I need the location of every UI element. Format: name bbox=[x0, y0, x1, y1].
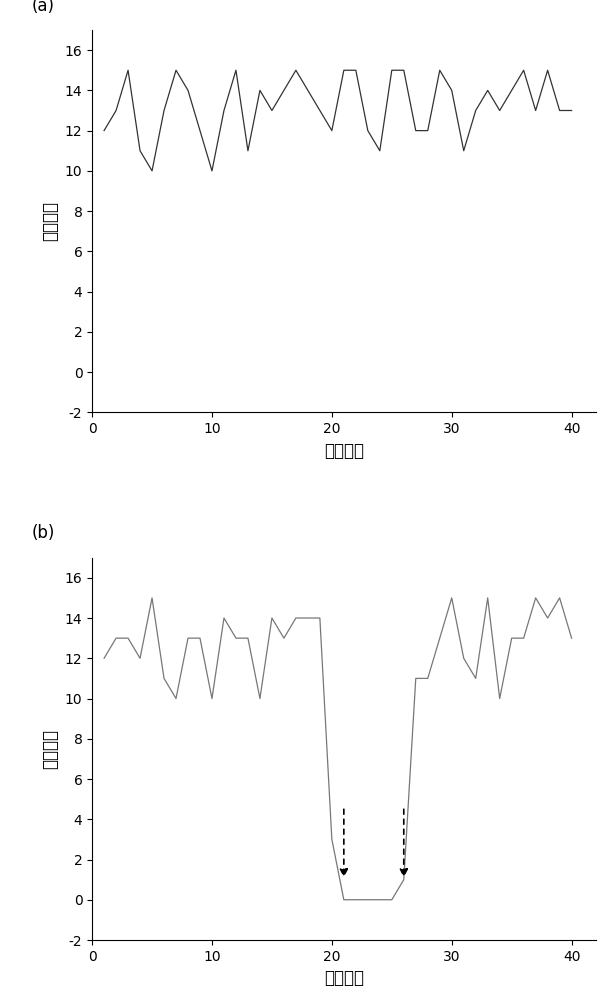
X-axis label: 碘基位置: 碘基位置 bbox=[324, 442, 364, 460]
Y-axis label: 测序深度: 测序深度 bbox=[41, 201, 59, 241]
Text: (a): (a) bbox=[32, 0, 55, 15]
Y-axis label: 测序深度: 测序深度 bbox=[41, 729, 59, 769]
X-axis label: 碘基位置: 碘基位置 bbox=[324, 969, 364, 987]
Text: (b): (b) bbox=[32, 524, 55, 542]
